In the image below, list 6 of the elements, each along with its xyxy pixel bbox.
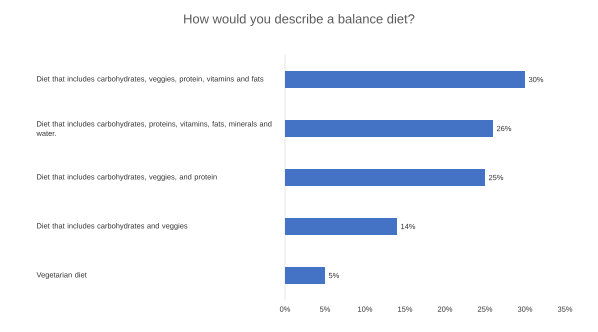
bar: [285, 218, 397, 236]
chart-title: How would you describe a balance diet?: [184, 14, 414, 26]
bar: [285, 267, 325, 284]
bar: [285, 71, 525, 88]
bar: [285, 169, 485, 186]
bar: [285, 120, 493, 137]
